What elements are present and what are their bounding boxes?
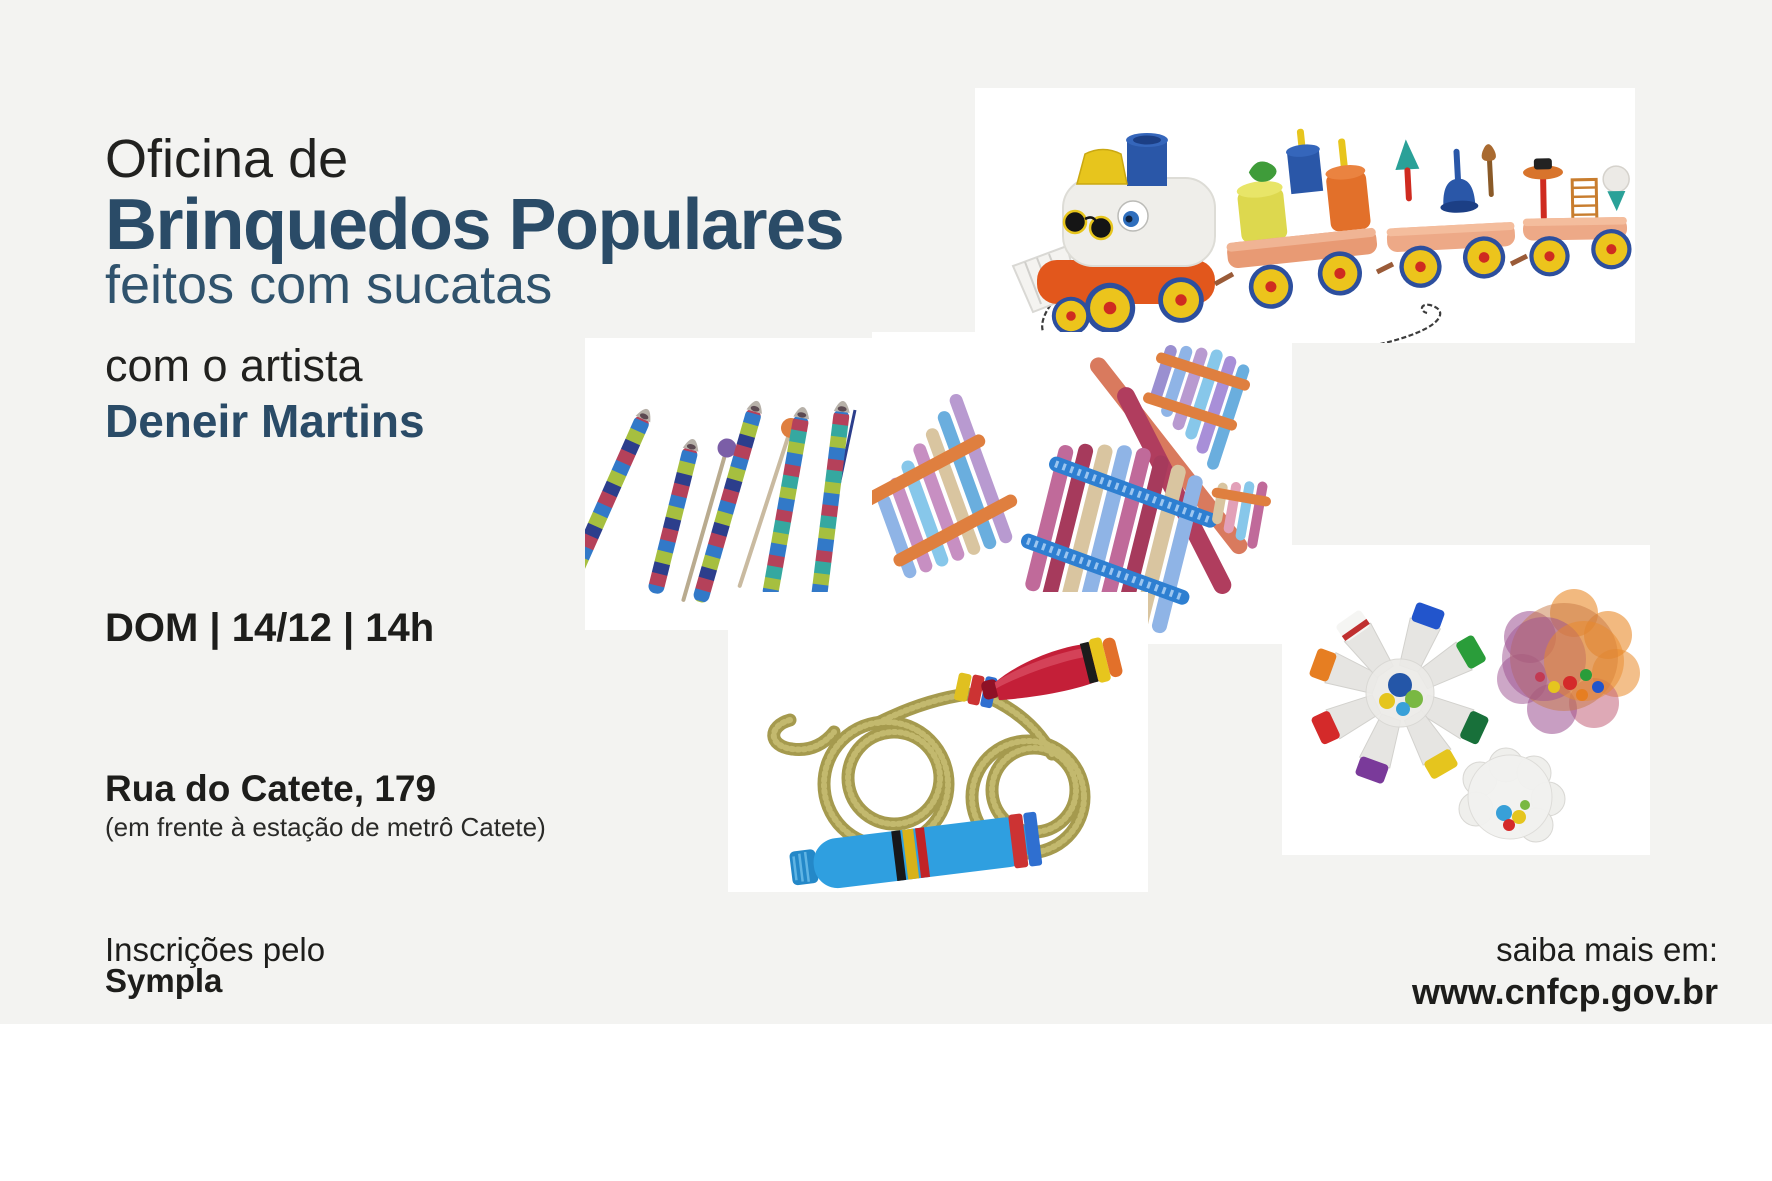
pan-flutes-illustration xyxy=(872,345,1271,639)
artist-pre: com o artista xyxy=(105,340,363,391)
toy-train-photo xyxy=(975,88,1635,343)
title-sub: feitos com sucatas xyxy=(105,255,553,315)
toy-train-illustration xyxy=(1011,128,1632,343)
signup-pre: Inscrições pelo xyxy=(105,931,326,968)
bottle-horn-illustration xyxy=(767,637,1123,889)
event-address: Rua do Catete, 179 xyxy=(105,768,437,809)
signup-platform: Sympla xyxy=(105,962,223,999)
more-info-block: saiba mais em: www.cnfcp.gov.br xyxy=(1250,931,1718,1013)
artist-name: Deneir Martins xyxy=(105,395,425,447)
bottle-stars-photo xyxy=(1282,545,1650,855)
title-main: Brinquedos Populares xyxy=(105,185,845,265)
striped-sticks-illustration xyxy=(585,401,857,605)
bottle-stars-illustration xyxy=(1309,589,1640,843)
striped-sticks-photo xyxy=(585,338,885,630)
footer-band: Realização: ASSOCIAÇÃO CULTURAL DE AMIGO… xyxy=(0,1024,1772,1181)
bottle-horn-photo xyxy=(728,592,1148,892)
title-pre: Oficina de xyxy=(105,129,349,189)
event-address-note: (em frente à estação de metrô Catete) xyxy=(105,812,546,842)
more-info-url: www.cnfcp.gov.br xyxy=(1411,971,1718,1012)
event-datetime: DOM | 14/12 | 14h xyxy=(105,606,435,650)
more-info-label: saiba mais em: xyxy=(1496,931,1718,968)
